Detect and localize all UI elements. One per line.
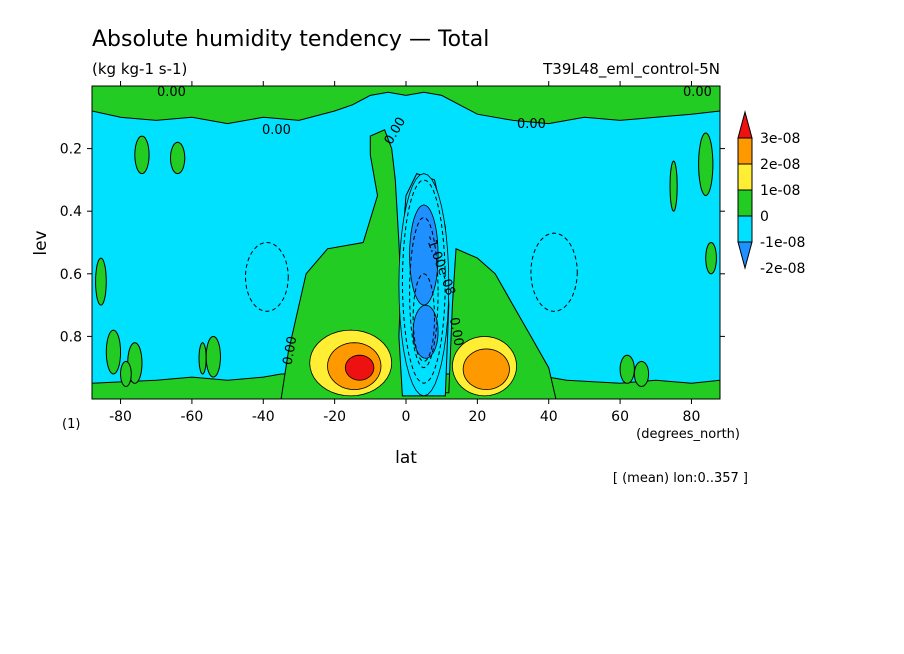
y-tick-label: 0.6 bbox=[60, 267, 82, 283]
x-tick-label: -40 bbox=[252, 409, 275, 425]
negative-contour bbox=[401, 179, 446, 384]
colorbar-label: -1e-08 bbox=[760, 235, 805, 251]
region-small-patch bbox=[705, 241, 717, 275]
contour-label: 0.00 bbox=[262, 123, 291, 138]
chart-title: Absolute humidity tendency — Total bbox=[92, 27, 489, 52]
y-axis: 0.2 0.4 0.6 0.8 bbox=[60, 142, 725, 345]
region-small-patch bbox=[134, 135, 150, 175]
contour-lines bbox=[244, 179, 578, 384]
y-tick-label: 0.8 bbox=[60, 329, 82, 345]
x-tick-label: -60 bbox=[180, 409, 203, 425]
contour-label: 0.00 bbox=[281, 335, 301, 366]
region-small-patch bbox=[105, 329, 121, 375]
plot-area bbox=[92, 86, 720, 399]
x-axis-units: (degrees_north) bbox=[636, 427, 740, 442]
x-tick-label: 40 bbox=[540, 409, 558, 425]
region-northern-moistening bbox=[462, 348, 510, 391]
x-tick-label: 0 bbox=[402, 409, 411, 425]
negative-contour bbox=[409, 216, 439, 369]
panel-label: (1) bbox=[62, 417, 80, 432]
negative-contour bbox=[530, 232, 578, 312]
contour-label: 0.00 bbox=[517, 117, 546, 132]
colorbar-top-arrow bbox=[737, 110, 753, 139]
y-tick-label: 0.4 bbox=[60, 204, 82, 220]
region-small-patch bbox=[95, 257, 107, 306]
region-core-1 bbox=[409, 204, 439, 306]
colorbar-label: -2e-08 bbox=[760, 261, 805, 277]
colorbar-segment bbox=[737, 163, 753, 191]
x-axis-label: lat bbox=[395, 448, 417, 468]
region-small-patch bbox=[698, 132, 714, 197]
x-axis: -80 -60 -40 -20 0 20 40 60 80 bbox=[109, 81, 700, 425]
negative-contour bbox=[412, 273, 436, 362]
x-tick-label: 60 bbox=[611, 409, 629, 425]
region-small-patch bbox=[169, 141, 186, 175]
x-tick-label: 20 bbox=[468, 409, 486, 425]
colorbar-label: 2e-08 bbox=[760, 157, 800, 173]
region-small-patch bbox=[619, 354, 635, 384]
region-small-patch bbox=[205, 335, 222, 378]
colorbar-segment bbox=[737, 215, 753, 243]
contour-label: 0.00 bbox=[157, 85, 186, 100]
colorbar-bottom-arrow bbox=[737, 241, 753, 270]
region-core-2 bbox=[412, 304, 439, 359]
y-axis-label: lev bbox=[31, 230, 51, 255]
region-upper-band bbox=[92, 86, 720, 125]
contour-label: 0.00 bbox=[683, 85, 712, 100]
x-tick-label: -20 bbox=[323, 409, 346, 425]
chart-units: (kg kg-1 s-1) bbox=[92, 60, 187, 78]
x-tick-label: 80 bbox=[683, 409, 701, 425]
region-southern-maximum bbox=[344, 354, 375, 381]
colorbar-segment bbox=[737, 189, 753, 217]
colorbar: 3e-08 2e-08 1e-08 0 -1e-08 -2e-08 bbox=[737, 110, 805, 277]
region-small-patch bbox=[669, 160, 678, 212]
colorbar-segment bbox=[737, 137, 753, 165]
contour-label: 0.00 bbox=[446, 316, 466, 347]
colorbar-label: 3e-08 bbox=[760, 131, 800, 147]
y-tick-label: 0.2 bbox=[60, 142, 82, 158]
region-small-patch bbox=[633, 360, 650, 388]
x-tick-label: -80 bbox=[109, 409, 132, 425]
region-small-patch bbox=[119, 360, 132, 388]
region-small-patch bbox=[198, 342, 207, 375]
colorbar-label: 0 bbox=[760, 209, 769, 225]
colorbar-label: 1e-08 bbox=[760, 183, 800, 199]
run-label: T39L48_eml_control-5N bbox=[542, 60, 720, 79]
contour-fills bbox=[92, 86, 720, 399]
footer-note: [ (mean) lon:0..357 ] bbox=[613, 471, 748, 486]
